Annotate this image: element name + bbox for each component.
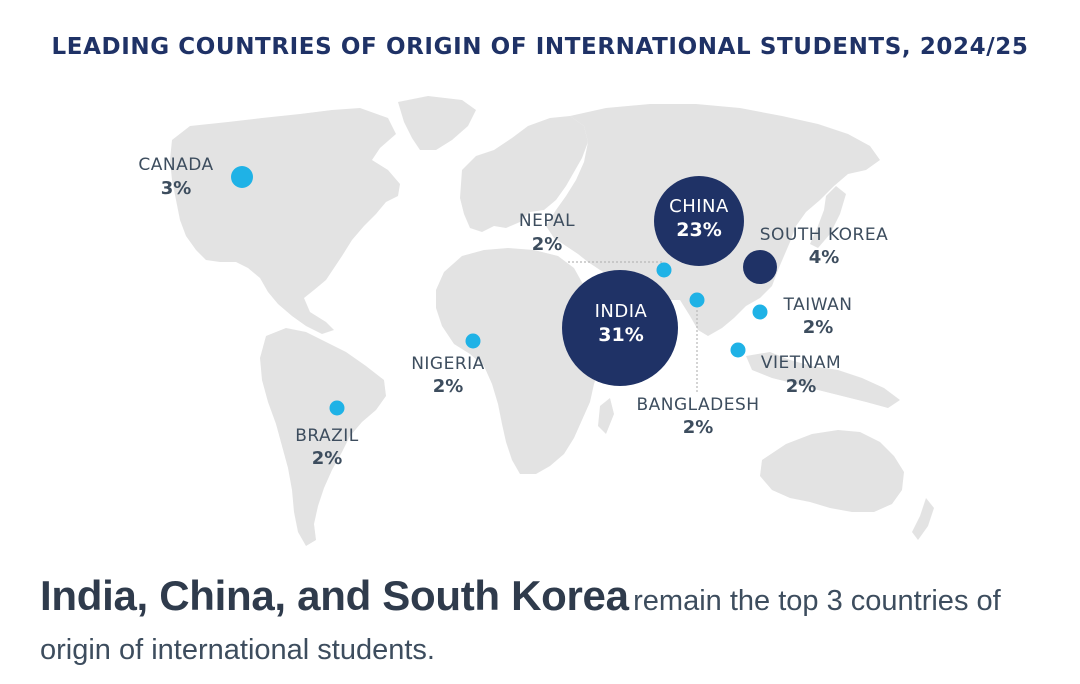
label-name-south-korea: SOUTH KOREA [760, 225, 888, 245]
label-value-nigeria: 2% [433, 376, 464, 397]
label-name-brazil: BRAZIL [295, 426, 359, 446]
label-name-nigeria: NIGERIA [411, 354, 485, 374]
land-south-america [260, 328, 386, 546]
land-southeast-asia-islands [746, 352, 900, 408]
footer-caption: India, China, and South Korea remain the… [40, 574, 1040, 677]
land-japan [810, 186, 846, 248]
footer-rest: remain the top 3 countries of origin of … [40, 585, 1001, 666]
marker-nepal [656, 262, 672, 278]
land-australia [760, 430, 904, 512]
label-value-vietnam: 2% [786, 376, 817, 397]
chart-title: LEADING COUNTRIES OF ORIGIN OF INTERNATI… [51, 34, 1029, 60]
land-europe [460, 116, 588, 232]
footer-highlight: India, China, and South Korea [40, 572, 629, 619]
label-value-nepal: 2% [532, 234, 563, 255]
marker-south-korea [743, 250, 777, 284]
marker-india [562, 270, 678, 386]
land-madagascar [598, 398, 614, 434]
land-new-zealand [912, 498, 934, 540]
label-value-taiwan: 2% [803, 317, 834, 338]
label-value-bangladesh: 2% [683, 417, 714, 438]
label-value-china: 23% [676, 219, 721, 241]
land-greenland [398, 96, 476, 150]
label-name-india: INDIA [595, 301, 648, 322]
marker-bangladesh [689, 292, 705, 308]
label-name-nepal: NEPAL [519, 211, 575, 231]
label-value-india: 31% [598, 324, 643, 346]
label-name-canada: CANADA [138, 155, 213, 175]
land-north-america [170, 108, 400, 334]
label-name-taiwan: TAIWAN [783, 295, 853, 315]
label-name-vietnam: VIETNAM [761, 353, 841, 373]
marker-brazil [329, 400, 345, 416]
label-value-canada: 3% [161, 178, 192, 199]
country-markers [231, 166, 777, 416]
label-name-bangladesh: BANGLADESH [636, 395, 759, 415]
marker-china [654, 176, 744, 266]
marker-nigeria [465, 333, 481, 349]
label-name-china: CHINA [669, 196, 729, 217]
marker-canada [231, 166, 253, 188]
label-value-brazil: 2% [312, 448, 343, 469]
marker-taiwan [752, 304, 768, 320]
leader-lines [568, 261, 698, 392]
label-value-south-korea: 4% [809, 247, 840, 268]
marker-vietnam [730, 342, 746, 358]
